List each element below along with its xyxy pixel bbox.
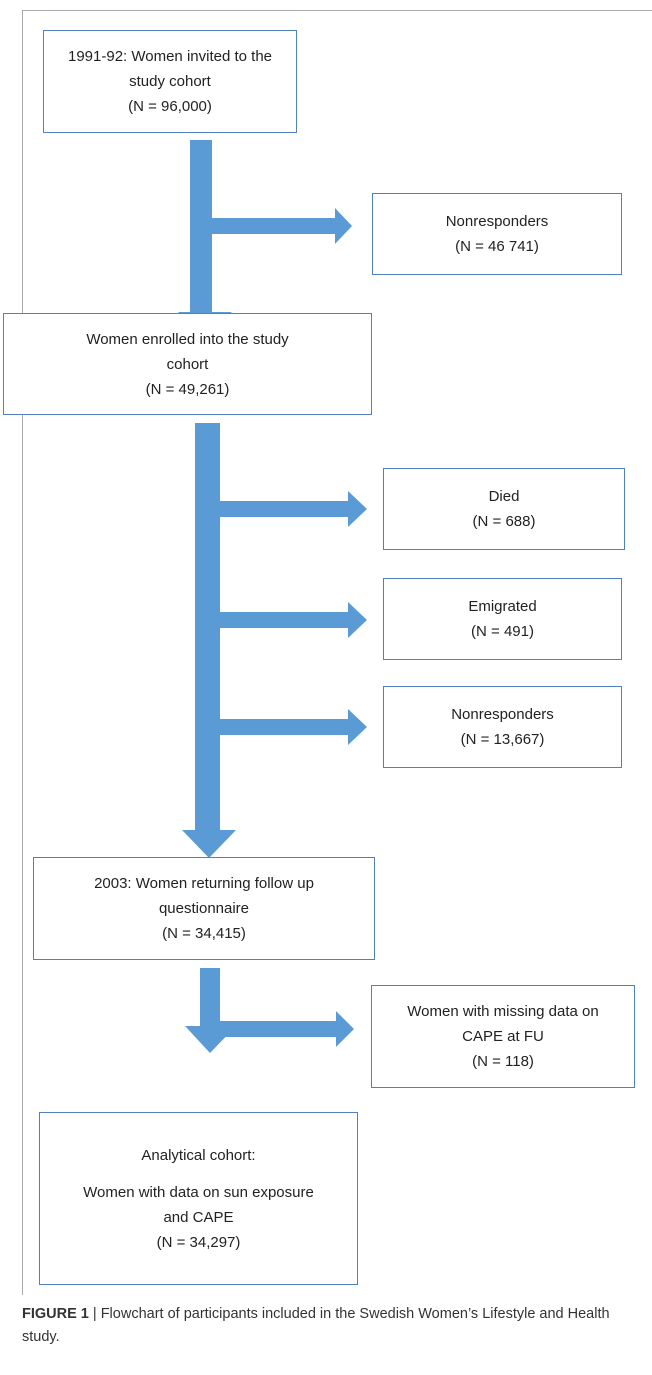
- flow-box: Women with missing data on CAPE at FU (N =…: [371, 985, 635, 1088]
- down-arrow: [185, 968, 236, 1053]
- side-arrow: [220, 709, 367, 745]
- box-text: (N = 118): [472, 1053, 534, 1070]
- flow-box: Nonresponders (N = 46 741): [372, 193, 622, 275]
- box-text: CAPE at FU: [462, 1028, 544, 1045]
- box-text: (N = 34,415): [162, 925, 246, 942]
- box-text: (N = 34,297): [156, 1233, 241, 1251]
- flow-box: 1991-92: Women invited to the study cohor…: [43, 30, 297, 133]
- box-text: 2003: Women returning follow up: [94, 875, 314, 892]
- box-text: (N = 491): [471, 623, 534, 640]
- box-text: (N = 96,000): [128, 98, 212, 115]
- box-text: (N = 688): [472, 513, 536, 530]
- side-arrow: [220, 1011, 354, 1047]
- box-text: Women enrolled into the study: [86, 330, 289, 348]
- frame: [22, 10, 652, 1295]
- box-text: 1991-92: Women invited to the: [67, 48, 273, 65]
- box-text: (N = 46 741): [455, 238, 539, 255]
- box-text: study cohort: [129, 73, 211, 90]
- box-text: questionnaire: [158, 900, 250, 917]
- caption: FIGURE 1 | Flowchart of participants inc…: [22, 1303, 622, 1349]
- flow-box: Emigrated (N = 491): [383, 578, 622, 660]
- flow-box: 2003: Women returning follow up questionn…: [33, 857, 375, 960]
- box-text: Women with data on sun exposure: [83, 1183, 314, 1201]
- flow-box: Women enrolled into the study cohort (N = …: [3, 313, 372, 415]
- box-text: and CAPE: [163, 1208, 234, 1226]
- arrow-group: [178, 140, 367, 1053]
- caption-text: | Flowchart of participants included in …: [22, 1306, 610, 1345]
- box-text: Nonresponders: [451, 706, 554, 723]
- box-text: (N = 49,261): [145, 380, 230, 398]
- box-text: Died: [488, 488, 520, 505]
- box-text: (N = 13,667): [460, 731, 545, 748]
- box-text: cohort: [166, 355, 209, 373]
- box-text: Women with missing data on: [407, 1003, 599, 1020]
- side-arrow: [220, 491, 367, 527]
- flow-box: Analytical cohort: Women with data on sun…: [39, 1112, 358, 1285]
- box-text: Nonresponders: [445, 213, 549, 230]
- flow-box: Nonresponders (N = 13,667): [383, 686, 622, 768]
- box-text: Analytical cohort:: [141, 1146, 256, 1164]
- down-arrow: [178, 140, 232, 336]
- side-arrow: [208, 208, 352, 244]
- down-arrow: [182, 423, 236, 858]
- side-arrow: [220, 602, 367, 638]
- caption-label: FIGURE 1: [22, 1306, 89, 1322]
- flow-box: Died (N = 688): [383, 468, 625, 550]
- box-text: Emigrated: [468, 598, 537, 615]
